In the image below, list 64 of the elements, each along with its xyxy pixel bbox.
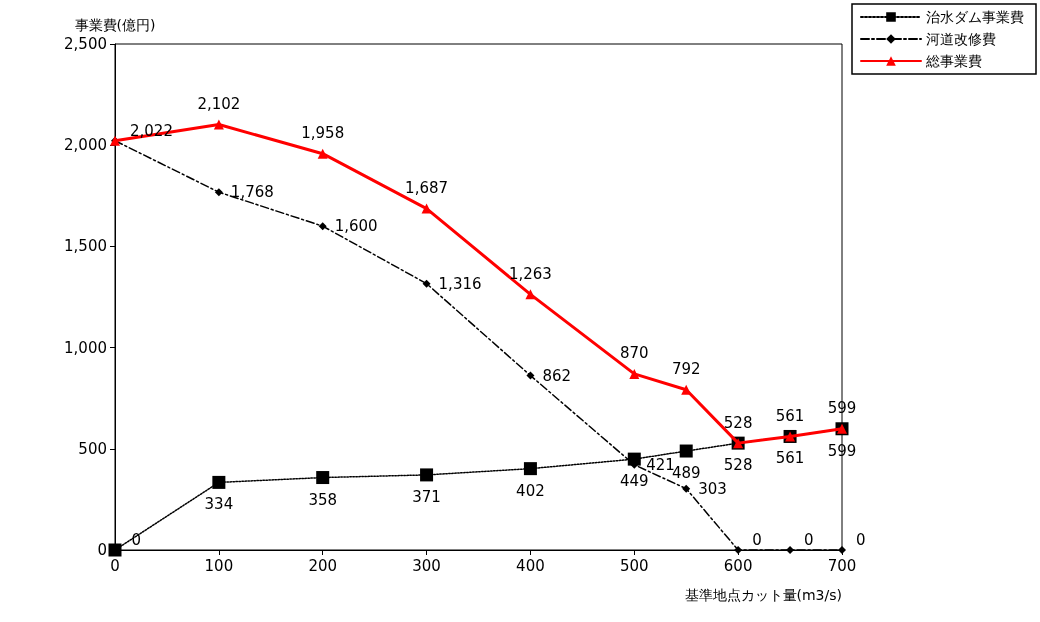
x-tick-label: 0 bbox=[110, 556, 120, 575]
data-label: 1,958 bbox=[301, 124, 345, 143]
data-label: 0 bbox=[131, 531, 142, 549]
x-tick-label: 600 bbox=[723, 556, 753, 575]
data-label: 1,263 bbox=[508, 264, 552, 283]
data-label: 0 bbox=[804, 531, 814, 549]
x-tick-label: 500 bbox=[619, 556, 649, 575]
data-label: 371 bbox=[412, 487, 441, 506]
point bbox=[682, 484, 691, 493]
data-label: 1,768 bbox=[230, 183, 274, 202]
data-label: 561 bbox=[775, 449, 805, 468]
data-label: 1,316 bbox=[438, 274, 482, 293]
data-label: 862 bbox=[542, 366, 572, 385]
x-tick-label: 700 bbox=[827, 556, 857, 575]
point bbox=[523, 462, 537, 476]
y-tick-label: 0 bbox=[97, 541, 107, 559]
y-tick-label: 2,500 bbox=[64, 35, 107, 53]
x-tick-label: 300 bbox=[412, 556, 441, 575]
point bbox=[318, 222, 327, 231]
x-tick-label: 100 bbox=[204, 556, 234, 575]
x-axis-title: 基準地点カット量(m3/s) bbox=[684, 587, 842, 603]
point bbox=[786, 546, 795, 554]
data-label: 489 bbox=[671, 464, 701, 483]
data-label: 792 bbox=[671, 360, 701, 379]
data-label: 1,687 bbox=[405, 179, 449, 198]
point bbox=[422, 279, 431, 288]
data-label: 449 bbox=[619, 472, 649, 491]
point bbox=[679, 444, 693, 458]
legend-label: 河道改修費 bbox=[926, 31, 996, 47]
y-tick-label: 1,500 bbox=[64, 237, 107, 256]
data-label: 1,600 bbox=[334, 217, 378, 236]
y-tick-label: 500 bbox=[78, 439, 107, 458]
y-tick-label: 2,000 bbox=[64, 136, 107, 155]
data-label: 2,102 bbox=[197, 95, 241, 114]
point bbox=[316, 471, 330, 485]
data-label: 334 bbox=[204, 495, 234, 514]
point bbox=[214, 188, 223, 197]
point bbox=[420, 468, 434, 482]
point bbox=[213, 119, 224, 130]
legend-label: 総事業費 bbox=[925, 53, 982, 69]
data-label: 528 bbox=[723, 413, 753, 432]
point bbox=[108, 543, 122, 557]
point bbox=[629, 368, 640, 379]
x-tick-label: 200 bbox=[308, 556, 338, 575]
y-axis-title: 事業費(億円) bbox=[74, 17, 156, 33]
point bbox=[212, 475, 226, 489]
point bbox=[317, 148, 328, 159]
y-tick-label: 1,000 bbox=[64, 338, 107, 357]
data-label: 303 bbox=[698, 479, 727, 498]
point bbox=[421, 203, 432, 214]
data-label: 0 bbox=[856, 531, 866, 549]
data-label: 870 bbox=[619, 344, 649, 363]
point bbox=[525, 289, 536, 300]
data-label: 0 bbox=[752, 531, 762, 549]
legend-label: 治水ダム事業費 bbox=[926, 9, 1024, 25]
data-label: 561 bbox=[775, 406, 805, 425]
data-label: 358 bbox=[308, 490, 338, 509]
point bbox=[734, 546, 743, 554]
data-label: 599 bbox=[827, 441, 857, 460]
point bbox=[526, 371, 535, 380]
data-label: 528 bbox=[723, 456, 753, 475]
data-label: 599 bbox=[827, 399, 857, 418]
x-tick-label: 400 bbox=[516, 556, 545, 575]
data-label: 402 bbox=[516, 481, 545, 500]
